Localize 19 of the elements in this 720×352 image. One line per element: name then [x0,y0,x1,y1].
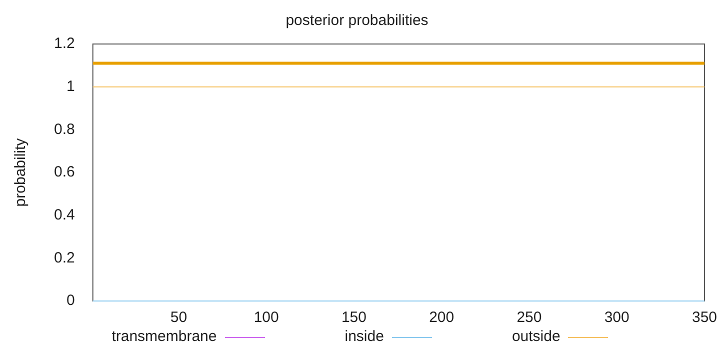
x-tick-label: 300 [604,309,630,326]
legend-label: inside [344,328,384,345]
y-tick-label: 0 [66,292,75,310]
x-tick-label: 150 [341,309,366,326]
y-tick-label: 1 [66,78,75,95]
y-tick-label: 1.2 [54,35,75,52]
legend-label: transmembrane [112,328,217,345]
x-tick-label: 350 [692,309,717,326]
legend-label: outside [512,328,560,345]
x-tick-label: 250 [516,309,542,326]
x-tick-label: 100 [254,309,279,326]
y-axis-title: probability [12,138,30,207]
y-tick-label: 0.2 [54,249,75,266]
y-tick-label: 0.6 [54,164,75,181]
y-tick-label: 0.8 [54,120,75,138]
x-tick-label: 200 [429,309,454,326]
y-tick-label: 0.4 [54,206,75,224]
chart-title: posterior probabilities [286,12,428,30]
x-tick-label: 50 [170,309,188,326]
